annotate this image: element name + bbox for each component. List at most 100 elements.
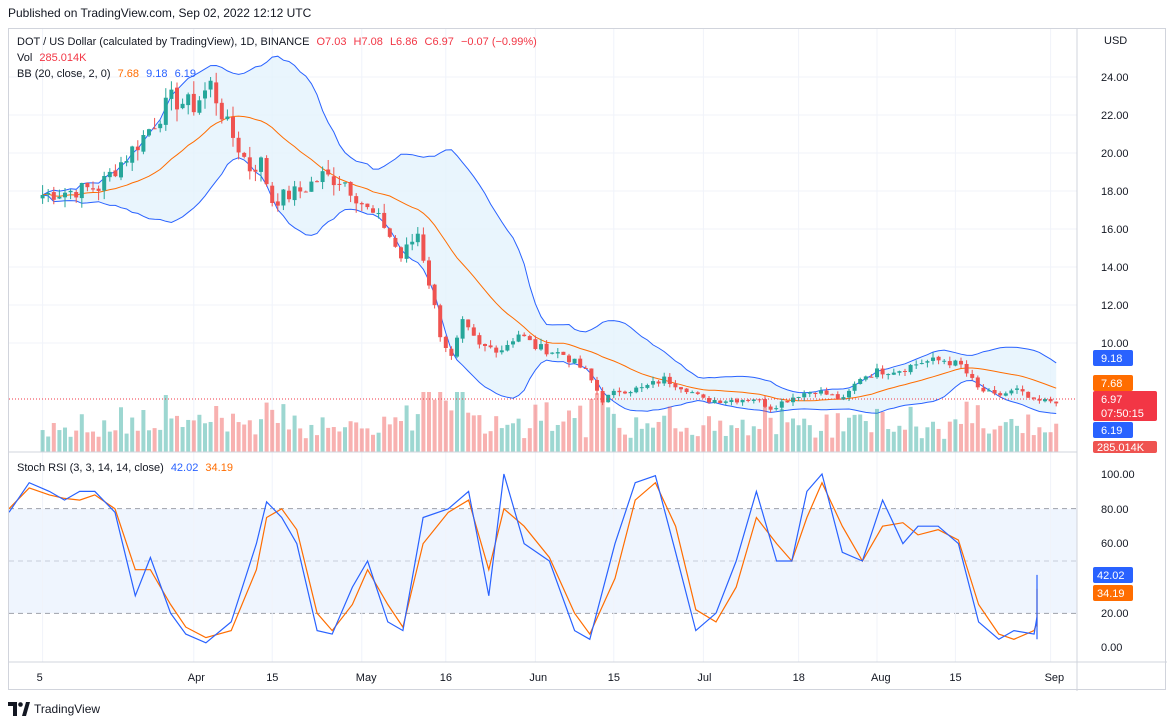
candle-body xyxy=(348,181,353,196)
volume-bar xyxy=(751,426,756,452)
volume-bar xyxy=(197,414,202,452)
candle-body xyxy=(275,201,280,206)
volume-bar xyxy=(774,434,779,452)
candle-body xyxy=(365,203,370,208)
candle-body xyxy=(477,335,482,345)
volume-bar xyxy=(387,424,392,452)
candle-body xyxy=(197,100,202,113)
candle-body xyxy=(791,397,795,403)
axes: USD 24.00 22.00 20.00 18.00 16.00 14.00 … xyxy=(1093,35,1157,654)
volume-bar xyxy=(113,430,118,452)
time-label: 15 xyxy=(949,672,961,684)
volume-bar xyxy=(438,392,443,452)
volume-bar xyxy=(421,392,426,452)
candle-body xyxy=(46,193,51,195)
candle-body xyxy=(387,228,392,237)
volume-bar xyxy=(942,438,947,452)
volume-bar xyxy=(147,430,151,452)
volume-bar xyxy=(343,427,347,452)
stoch-legend[interactable]: Stoch RSI (3, 3, 14, 14, close) 42.02 34… xyxy=(17,461,237,475)
candle-body xyxy=(113,170,118,177)
candle-body xyxy=(763,399,767,407)
candle-body xyxy=(634,387,639,393)
candle-body xyxy=(550,352,555,354)
currency-label: USD xyxy=(1104,35,1127,47)
bb-legend[interactable]: BB (20, close, 2, 0) 7.68 9.18 6.19 xyxy=(17,67,200,81)
candle-body xyxy=(124,160,129,163)
volume-bar xyxy=(656,421,661,452)
volume-bar xyxy=(908,406,913,452)
volume-bar xyxy=(567,410,571,452)
volume-bar xyxy=(264,402,269,452)
volume-bar xyxy=(791,418,795,452)
candle-body xyxy=(886,374,891,376)
candle-body xyxy=(707,398,711,403)
candle-body xyxy=(908,364,913,373)
candle-body xyxy=(785,400,790,403)
stoch-tick: 80.00 xyxy=(1101,504,1129,516)
volume-bar xyxy=(735,428,739,452)
candle-body xyxy=(623,391,627,394)
volume-bar xyxy=(1015,425,1019,452)
chart-canvas[interactable]: USD 24.00 22.00 20.00 18.00 16.00 14.00 … xyxy=(9,29,1167,691)
chart-frame[interactable]: USD 24.00 22.00 20.00 18.00 16.00 14.00 … xyxy=(8,28,1167,691)
bollinger-bands xyxy=(42,55,1057,414)
stoch-k-tag-bg xyxy=(1093,567,1133,583)
volume-bar xyxy=(191,420,196,452)
volume-bar xyxy=(91,431,95,452)
candle-body xyxy=(880,368,885,375)
candle-body xyxy=(214,82,219,104)
candle-body xyxy=(253,169,258,172)
volume-bar xyxy=(292,415,297,452)
candle-body xyxy=(936,356,941,361)
candle-body xyxy=(824,390,829,395)
candle-body xyxy=(315,181,319,183)
symbol-title[interactable]: DOT / US Dollar (calculated by TradingVi… xyxy=(17,36,310,48)
candle-body xyxy=(740,400,745,403)
volume-bar xyxy=(175,415,179,452)
volume-bar xyxy=(1026,414,1031,452)
candle-body xyxy=(757,399,762,401)
volume-bar xyxy=(231,413,235,452)
candle-body xyxy=(522,334,527,337)
candle-body xyxy=(107,171,112,178)
candle-body xyxy=(611,390,616,396)
candle-body xyxy=(684,388,689,393)
candle-body xyxy=(270,185,275,203)
volume-legend[interactable]: Vol 285.014K xyxy=(17,51,90,65)
candle-body xyxy=(701,394,706,398)
candle-body xyxy=(180,103,185,109)
candle-body xyxy=(152,128,157,130)
candle-body xyxy=(1015,388,1019,390)
candle-body xyxy=(494,347,499,353)
candle-body xyxy=(96,188,101,191)
volume-bar xyxy=(236,422,241,452)
candle-body xyxy=(768,406,773,410)
volume-bar xyxy=(40,430,45,452)
candle-body xyxy=(119,162,123,178)
price-candles[interactable] xyxy=(40,72,1059,413)
bb-basis-tag-bg xyxy=(1093,375,1133,391)
candle-body xyxy=(354,196,359,204)
candle-body xyxy=(175,87,179,110)
volume-bar xyxy=(583,437,588,452)
volume-bar xyxy=(763,405,767,452)
candle-body xyxy=(158,123,163,129)
volume-bar xyxy=(555,424,560,452)
volume-bar xyxy=(953,419,958,452)
candle-body xyxy=(303,191,308,193)
volume-bar xyxy=(259,419,263,452)
candle-body xyxy=(807,392,812,394)
volume-bar xyxy=(1054,423,1059,452)
candle-body xyxy=(337,183,342,185)
volume-bar xyxy=(203,423,207,452)
volume-bar xyxy=(208,421,213,452)
candle-body xyxy=(410,241,415,245)
candle-body xyxy=(919,363,924,365)
volume-bar xyxy=(382,416,387,452)
candle-body xyxy=(931,357,935,361)
volume-bar xyxy=(499,428,504,452)
volume-bar xyxy=(886,429,891,452)
candle-body xyxy=(382,212,387,228)
symbol-legend[interactable]: DOT / US Dollar (calculated by TradingVi… xyxy=(17,35,541,49)
